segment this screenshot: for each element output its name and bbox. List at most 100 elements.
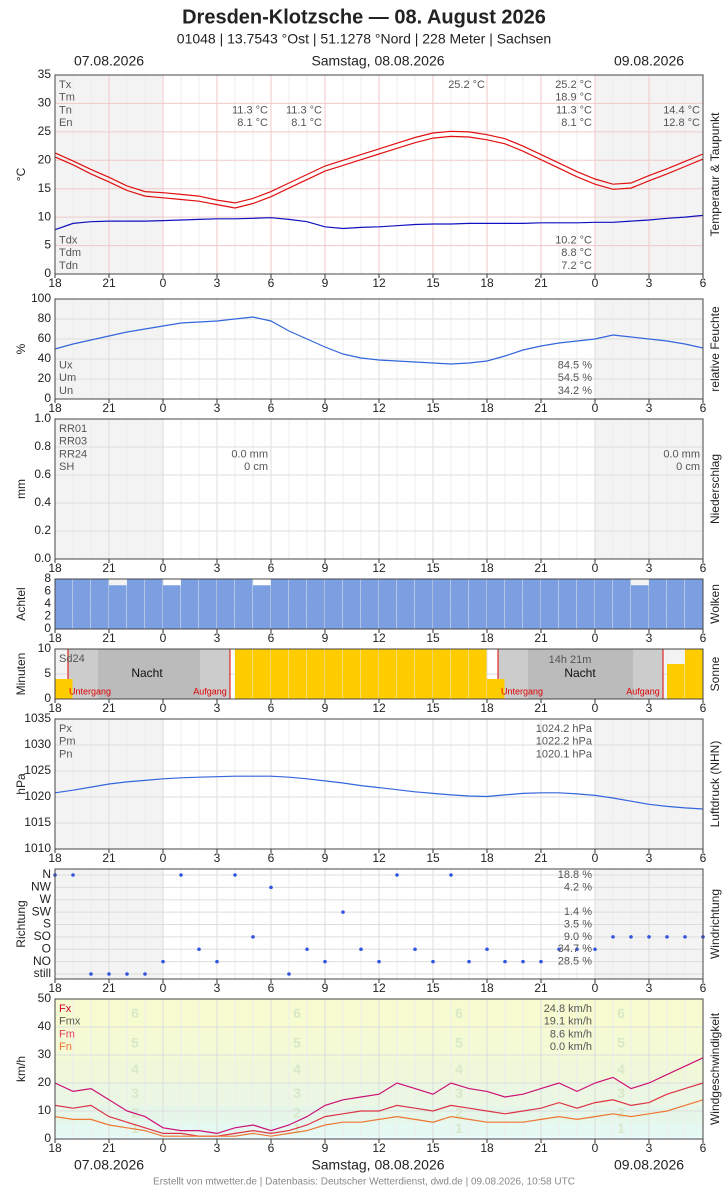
x-tick-label: 18 [480,981,494,995]
bar [667,664,685,699]
beaufort-label: 2 [131,1105,139,1121]
y-tick-label: 0 [44,621,51,635]
beaufort-label: 3 [293,1085,301,1101]
y-tick-label: 80 [38,311,52,325]
beaufort-label: 1 [455,1120,463,1136]
beaufort-label: 6 [293,1005,301,1021]
x-tick-label: 15 [426,701,440,715]
y-tick-label: W [40,892,52,906]
share: 9.0 % [564,931,592,943]
y-axis-label: mm [14,479,28,499]
stat-value: 8.8 °C [561,247,592,259]
y-tick-label: 0.4 [34,495,51,509]
y-tick-label: 1.0 [34,411,51,425]
stat-value: 0.0 mm [231,448,268,460]
stat-name: Fx [59,1003,72,1015]
x-tick-label: 12 [372,276,386,290]
point [305,947,309,952]
x-tick-label: 15 [426,851,440,865]
y-tick-label: 20 [38,1075,52,1089]
x-tick-label: 3 [646,276,653,290]
x-tick-label: 0 [592,981,599,995]
point [611,935,615,939]
point [179,873,183,877]
x-tick-label: 18 [480,701,494,715]
point [521,959,525,964]
y-tick-label: 10 [38,1103,52,1117]
x-tick-label: 9 [322,276,329,290]
bar [379,579,397,629]
bar [685,579,703,629]
y-tick-label: 1025 [24,763,51,777]
x-tick-label: 21 [534,561,548,575]
x-tick-label: 12 [372,851,386,865]
x-tick-label: 21 [102,561,116,575]
beaufort-label: 4 [617,1061,625,1077]
y-tick-label: SO [34,929,51,943]
x-tick-label: 3 [646,631,653,645]
bar [127,579,145,629]
bar [253,585,271,629]
bar [289,579,307,629]
y-tick-label: 4 [44,596,51,610]
beaufort-label: 1 [617,1120,625,1136]
stat-name: RR24 [59,448,87,460]
x-tick-label: 3 [646,981,653,995]
x-tick-label: 18 [48,276,62,290]
x-tick-label: 21 [102,276,116,290]
panel-title: Niederschlag [708,454,722,524]
stat-name: Fm [59,1028,75,1040]
bar [469,649,487,699]
x-tick-label: 3 [214,701,221,715]
x-tick-label: 0 [592,1141,599,1155]
bar [289,649,307,699]
y-tick-label: 0 [44,1131,51,1145]
y-tick-label: 25 [38,124,52,138]
x-tick-label: 3 [214,631,221,645]
x-tick-label: 18 [480,401,494,415]
y-tick-label: 30 [38,96,52,110]
stat-value: 24.8 km/h [544,1003,592,1015]
bar [109,585,127,629]
bar [163,585,181,629]
stat-name: Pm [59,736,76,748]
point [359,947,363,952]
stat-value: 8.6 km/h [550,1028,592,1040]
share: 28.5 % [558,956,592,968]
beaufort-label: 4 [455,1061,463,1077]
night-shade [98,649,200,699]
point [233,873,237,877]
beaufort-label: 6 [131,1005,139,1021]
bar [541,579,559,629]
point [557,947,561,952]
x-tick-label: 3 [214,851,221,865]
y-tick-label: 50 [38,991,52,1005]
date: Samstag, 08.08.2026 [311,53,444,69]
title: Dresden-Klotzsche — 08. August 2026 [182,6,546,28]
y-tick-label: 0 [44,266,51,280]
bar [73,579,91,629]
bar [631,585,649,629]
x-tick-label: 0 [592,561,599,575]
line [54,1057,704,1135]
x-tick-label: 0 [160,851,167,865]
stat-name: Tdn [59,260,78,272]
point [683,935,687,939]
x-tick-label: 3 [214,1141,221,1155]
annotation: Nacht [131,666,163,680]
bar [577,579,595,629]
bar [361,579,379,629]
stat-value: 11.3 °C [286,104,322,116]
stat-value: 11.3 °C [556,104,592,116]
x-tick-label: 18 [480,561,494,575]
x-tick-label: 0 [160,701,167,715]
y-tick-label: 15 [38,181,52,195]
date: 07.08.2026 [74,53,144,69]
bar [523,579,541,629]
x-tick-label: 3 [214,981,221,995]
y-tick-label: NO [33,954,51,968]
point [431,959,435,964]
stat-name: Pn [59,748,72,760]
bar [91,579,109,629]
y-tick-label: 0.8 [34,439,51,453]
